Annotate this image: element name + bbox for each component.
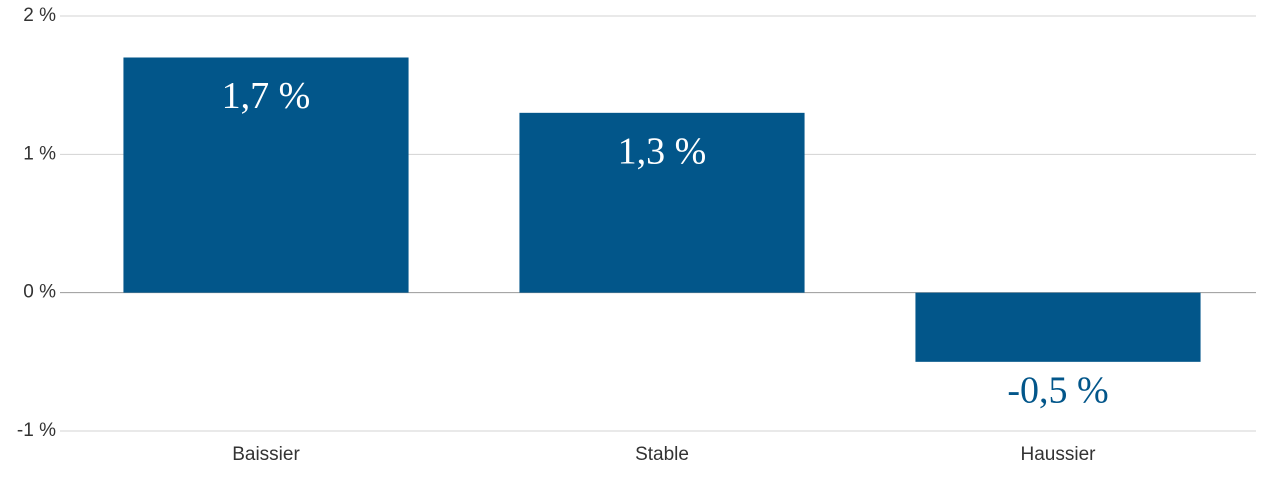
value-label: 1,3 %: [618, 131, 707, 173]
x-tick-label: Stable: [635, 444, 689, 465]
x-tick-label: Baissier: [232, 444, 300, 465]
y-tick-label: 1 %: [23, 143, 56, 164]
y-tick-label: -1 %: [17, 420, 56, 441]
y-tick-label: 0 %: [23, 282, 56, 303]
value-label: -0,5 %: [1007, 370, 1108, 412]
x-tick-label: Haussier: [1021, 444, 1097, 465]
bar: [123, 57, 409, 293]
value-label: 1,7 %: [222, 75, 311, 117]
bar: [915, 292, 1201, 362]
y-tick-label: 2 %: [23, 5, 56, 26]
bar: [519, 112, 805, 293]
